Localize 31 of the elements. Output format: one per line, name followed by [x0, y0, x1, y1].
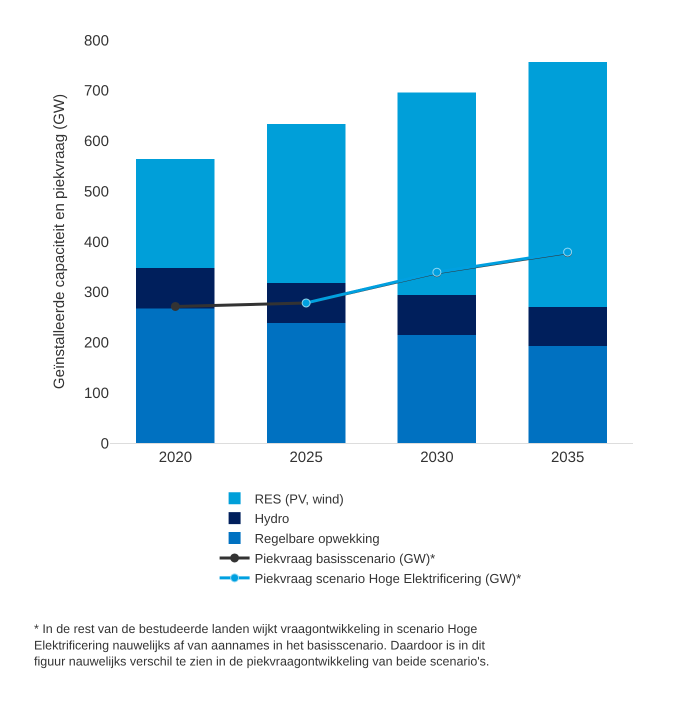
text: * In de rest van de bestudeerde landen wijkt vraagontwikkeling in scenario Hoge Elektrificering nauwelijks af van aannames in het basisscenario. Daardoor is in dit figuur nauwelijks verschil te zien in de piekvraagontwikkeling van beide scenario's. — [34, 622, 490, 668]
legend-label: Piekvraag basisscenario (GW)* — [254, 551, 436, 566]
bar — [528, 346, 607, 443]
bar — [266, 282, 346, 324]
bar — [136, 158, 215, 268]
legend-label: Regelbare opwekking — [254, 531, 380, 546]
legend-label: RES (PV, wind) — [254, 491, 344, 506]
y-tick-label: 700 — [84, 82, 109, 100]
bar — [398, 294, 476, 336]
y-tick-label: 400 — [84, 234, 109, 251]
y-tick-label: 800 — [84, 32, 109, 50]
legend-label: Piekvraag scenario Hoge Elektrificering (GW)* — [254, 570, 522, 586]
bar — [266, 323, 346, 443]
legend-label: Hydro — [254, 511, 290, 526]
y-tick-label: 0 — [100, 435, 109, 452]
x-tick-label: 2025 — [289, 449, 323, 466]
point — [170, 302, 180, 311]
bar — [398, 335, 476, 443]
y-tick-label: 500 — [84, 183, 109, 200]
y-axis-title: Geïnstalleerde capaciteit en piekvraag (GW) — [51, 94, 68, 390]
y-tick-label: 100 — [84, 384, 109, 402]
y-tick-label: 600 — [84, 133, 109, 150]
y-tick-label: 200 — [84, 334, 109, 352]
bar — [528, 306, 607, 346]
x-tick-label: 2020 — [158, 449, 192, 466]
bar — [136, 268, 215, 308]
y-tick-label: 300 — [84, 284, 109, 302]
x-tick-label: 2030 — [420, 449, 454, 466]
bar — [266, 124, 346, 283]
x-tick-label: 2035 — [550, 449, 584, 466]
bar — [136, 308, 215, 443]
